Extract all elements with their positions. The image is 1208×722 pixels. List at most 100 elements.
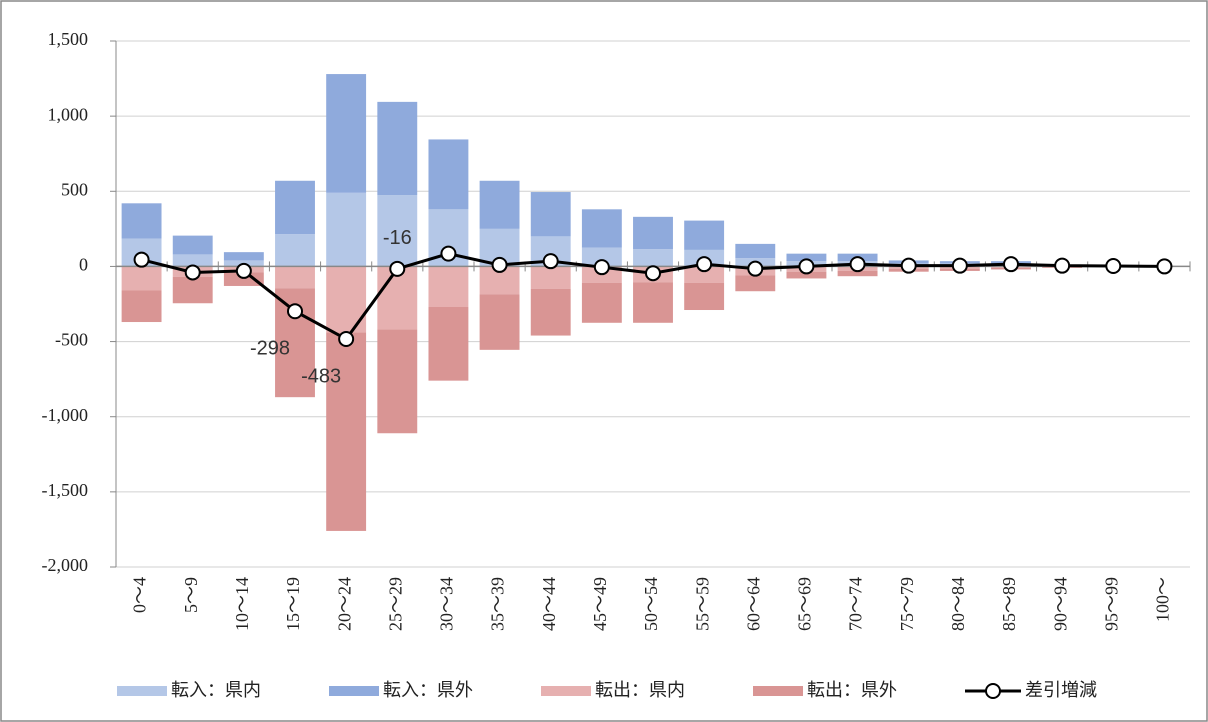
x-tick-label: 50～54 bbox=[641, 577, 661, 631]
x-tick-label: 70～74 bbox=[846, 577, 866, 631]
bar bbox=[428, 266, 469, 308]
bar bbox=[684, 282, 725, 311]
x-tick-label-group: 80～84 bbox=[948, 577, 968, 631]
bar bbox=[530, 288, 571, 336]
bar bbox=[786, 271, 827, 279]
x-tick-label-group: 20～24 bbox=[334, 577, 354, 631]
x-tick-label: 30～34 bbox=[437, 577, 457, 631]
x-tick-label: 85～89 bbox=[999, 577, 1019, 631]
line-marker bbox=[951, 257, 968, 274]
x-tick-label: 0～4 bbox=[130, 577, 150, 613]
line-marker bbox=[747, 260, 764, 277]
line-marker bbox=[389, 260, 406, 277]
bar bbox=[735, 243, 776, 259]
line-marker bbox=[491, 256, 508, 273]
bar bbox=[479, 294, 520, 350]
bar bbox=[377, 329, 418, 434]
bar bbox=[786, 253, 827, 262]
x-tick-label: 40～44 bbox=[539, 577, 559, 631]
x-tick-label-group: 30～34 bbox=[437, 577, 457, 631]
bar bbox=[581, 209, 622, 248]
y-tick-label: 1,500 bbox=[48, 29, 89, 49]
x-tick-label: 20～24 bbox=[334, 577, 354, 631]
line-marker bbox=[798, 258, 815, 275]
data-label: -483 bbox=[301, 365, 341, 387]
x-tick-label: 25～29 bbox=[385, 577, 405, 631]
x-tick-label-group: 95～99 bbox=[1101, 577, 1121, 631]
x-tick-label: 75～79 bbox=[897, 577, 917, 631]
line-marker bbox=[338, 331, 355, 348]
legend-marker bbox=[985, 683, 1001, 699]
bar bbox=[633, 282, 673, 323]
legend-label: 転出：県内 bbox=[595, 680, 685, 701]
x-tick-label-group: 35～39 bbox=[488, 577, 508, 631]
bar bbox=[837, 270, 878, 277]
line-marker bbox=[900, 257, 917, 274]
bar bbox=[172, 235, 213, 255]
y-tick-label: -2,000 bbox=[42, 555, 89, 575]
bar bbox=[121, 203, 162, 239]
bar bbox=[121, 266, 162, 291]
x-tick-label-group: 45～49 bbox=[590, 577, 610, 631]
x-tick-label-group: 25～29 bbox=[385, 577, 405, 631]
x-tick-label-group: 5～9 bbox=[181, 577, 201, 613]
x-tick-label-group: 65～69 bbox=[795, 577, 815, 631]
line-marker bbox=[849, 256, 866, 273]
bar bbox=[684, 266, 725, 283]
y-tick-label: -1,500 bbox=[42, 480, 89, 500]
bar bbox=[326, 74, 367, 193]
x-tick-label-group: 0～4 bbox=[130, 577, 150, 613]
x-tick-label: 35～39 bbox=[488, 577, 508, 631]
x-tick-label-group: 40～44 bbox=[539, 577, 559, 631]
legend-label: 差引増減 bbox=[1025, 680, 1097, 701]
bar bbox=[275, 234, 315, 267]
bar bbox=[530, 192, 571, 237]
x-tick-label: 80～84 bbox=[948, 577, 968, 631]
line-marker bbox=[133, 251, 150, 268]
bar bbox=[326, 266, 367, 333]
bar bbox=[275, 180, 315, 235]
bar bbox=[377, 266, 418, 330]
x-tick-label-group: 100～ bbox=[1153, 577, 1173, 622]
x-tick-label: 15～19 bbox=[283, 577, 303, 631]
line-marker bbox=[440, 245, 457, 262]
x-tick-label: 65～69 bbox=[795, 577, 815, 631]
line-marker bbox=[184, 264, 201, 281]
bar bbox=[223, 272, 264, 286]
bar bbox=[172, 276, 213, 304]
bar bbox=[326, 332, 367, 531]
bar bbox=[326, 192, 367, 267]
bar bbox=[121, 290, 162, 323]
legend-swatch bbox=[329, 686, 379, 696]
x-tick-label-group: 60～64 bbox=[743, 577, 763, 631]
legend-label: 転入：県内 bbox=[171, 680, 261, 701]
x-tick-label: 90～94 bbox=[1050, 577, 1070, 631]
legend-label: 転出：県外 bbox=[807, 680, 897, 701]
line-marker bbox=[1054, 257, 1071, 274]
line-marker bbox=[235, 262, 252, 279]
line-marker bbox=[593, 259, 610, 276]
bar bbox=[223, 252, 264, 261]
line-marker bbox=[645, 265, 661, 282]
bar bbox=[633, 249, 673, 267]
x-tick-label: 5～9 bbox=[181, 577, 201, 613]
bar bbox=[735, 275, 776, 292]
bar bbox=[377, 101, 418, 196]
x-tick-label-group: 70～74 bbox=[846, 577, 866, 631]
x-tick-label-group: 10～14 bbox=[232, 577, 252, 631]
x-tick-label: 55～59 bbox=[692, 577, 712, 631]
x-tick-label-group: 55～59 bbox=[692, 577, 712, 631]
x-tick-label: 45～49 bbox=[590, 577, 610, 631]
data-label: -298 bbox=[250, 337, 290, 359]
line-marker bbox=[1003, 256, 1019, 273]
x-tick-label: 100～ bbox=[1153, 577, 1173, 622]
bar bbox=[377, 195, 418, 267]
x-tick-label-group: 85～89 bbox=[999, 577, 1019, 631]
bar bbox=[479, 180, 520, 229]
bar bbox=[530, 266, 571, 289]
line-marker bbox=[1156, 258, 1173, 275]
bar bbox=[428, 139, 469, 210]
y-tick-label: 500 bbox=[61, 179, 88, 199]
